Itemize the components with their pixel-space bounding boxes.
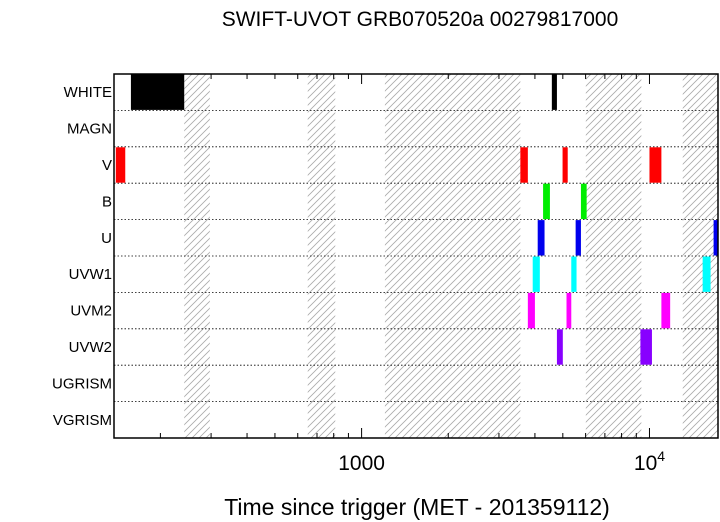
row-labels: WHITE MAGN V B U UVW1 UVM2 UVW2 UGRISM VGRISM <box>52 84 112 429</box>
chart-title: SWIFT-UVOT GRB070520a 00279817000 <box>222 8 619 31</box>
exposure-bar-b <box>580 183 587 220</box>
row-label-uvw1: UVW1 <box>69 266 112 283</box>
exposure-bar-u <box>713 220 718 256</box>
row-label-white: WHITE <box>64 84 112 101</box>
row-label-v: V <box>102 157 112 174</box>
row-separators <box>114 110 718 403</box>
exposure-bar-uvm2 <box>566 292 572 329</box>
row-label-vgrism: VGRISM <box>53 412 112 429</box>
gap-region <box>384 74 521 438</box>
exposure-bar-v <box>115 147 126 183</box>
exposure-bars <box>115 74 718 365</box>
x-axis-ticks: 1000 104 <box>159 74 665 475</box>
exposure-bar-uvw1 <box>571 256 577 292</box>
exposure-bar-uvw2 <box>640 329 652 365</box>
exposure-bar-v <box>520 147 528 183</box>
row-label-uvw2: UVW2 <box>69 339 112 356</box>
x-axis-label: Time since trigger (MET - 201359112) <box>224 494 610 520</box>
exposure-bar-white <box>551 74 557 110</box>
x-tick-label: 104 <box>634 448 665 475</box>
exposure-bar-uvw1 <box>532 256 540 292</box>
exposure-bar-uvw2 <box>556 329 563 365</box>
x-tick-label: 1000 <box>338 452 385 475</box>
exposure-bar-uvm2 <box>661 292 671 329</box>
row-label-ugrism: UGRISM <box>52 375 112 392</box>
exposure-bar-u <box>575 220 581 256</box>
row-label-magn: MAGN <box>67 121 112 138</box>
exposure-bar-v <box>562 147 568 183</box>
exposure-bar-uvm2 <box>527 292 535 329</box>
exposure-bar-b <box>543 183 550 220</box>
row-label-b: B <box>102 193 112 210</box>
exposure-bar-white <box>130 74 185 110</box>
exposure-bar-v <box>649 147 662 183</box>
exposure-bar-uvw1 <box>702 256 711 292</box>
row-label-uvm2: UVM2 <box>70 303 112 320</box>
plot-frame <box>113 73 719 439</box>
row-label-u: U <box>101 230 112 247</box>
exposure-bar-u <box>537 220 545 256</box>
